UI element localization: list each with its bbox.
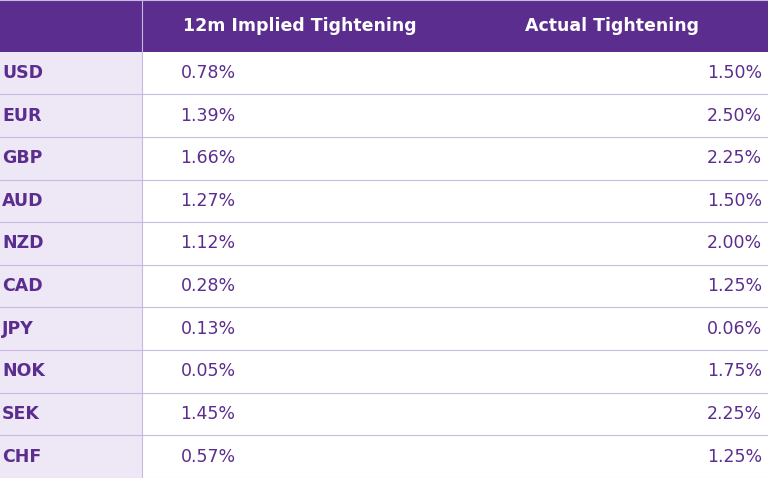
Bar [0, 180, 142, 222]
Text: AUD: AUD [2, 192, 44, 210]
Bar [142, 435, 768, 478]
Bar [0, 435, 142, 478]
Text: USD: USD [2, 64, 43, 82]
Text: 2.25%: 2.25% [707, 405, 762, 423]
Bar [142, 180, 768, 222]
Bar [0, 0, 768, 52]
Bar [142, 94, 768, 137]
Text: CHF: CHF [2, 448, 41, 466]
Text: 2.50%: 2.50% [707, 107, 762, 125]
Bar [142, 393, 768, 435]
Bar [142, 52, 768, 94]
Bar [0, 222, 142, 265]
Text: 12m Implied Tightening: 12m Implied Tightening [183, 17, 416, 35]
Bar [0, 307, 142, 350]
Text: 1.39%: 1.39% [180, 107, 236, 125]
Bar [0, 94, 142, 137]
Text: 2.25%: 2.25% [707, 149, 762, 167]
Bar [142, 350, 768, 393]
Text: EUR: EUR [2, 107, 41, 125]
Text: JPY: JPY [2, 320, 34, 338]
Text: 1.75%: 1.75% [707, 362, 762, 380]
Text: GBP: GBP [2, 149, 42, 167]
Text: SEK: SEK [2, 405, 40, 423]
Text: 1.50%: 1.50% [707, 192, 762, 210]
Text: 1.66%: 1.66% [180, 149, 236, 167]
Text: NZD: NZD [2, 235, 44, 252]
Bar [142, 137, 768, 180]
Text: 1.25%: 1.25% [707, 277, 762, 295]
Bar [142, 222, 768, 265]
Text: 0.06%: 0.06% [707, 320, 762, 338]
Text: 0.57%: 0.57% [180, 448, 236, 466]
Bar [0, 350, 142, 393]
Bar [0, 137, 142, 180]
Bar [0, 393, 142, 435]
Text: 1.50%: 1.50% [707, 64, 762, 82]
Bar [142, 307, 768, 350]
Text: 1.27%: 1.27% [180, 192, 236, 210]
Text: Actual Tightening: Actual Tightening [525, 17, 700, 35]
Text: 0.78%: 0.78% [180, 64, 236, 82]
Text: CAD: CAD [2, 277, 43, 295]
Text: 0.05%: 0.05% [180, 362, 236, 380]
Bar [0, 265, 142, 307]
Text: 1.25%: 1.25% [707, 448, 762, 466]
Text: 0.28%: 0.28% [180, 277, 236, 295]
Bar [0, 52, 142, 94]
Bar [142, 265, 768, 307]
Text: 1.45%: 1.45% [180, 405, 236, 423]
Text: 2.00%: 2.00% [707, 235, 762, 252]
Text: 0.13%: 0.13% [180, 320, 236, 338]
Text: 1.12%: 1.12% [180, 235, 236, 252]
Text: NOK: NOK [2, 362, 45, 380]
